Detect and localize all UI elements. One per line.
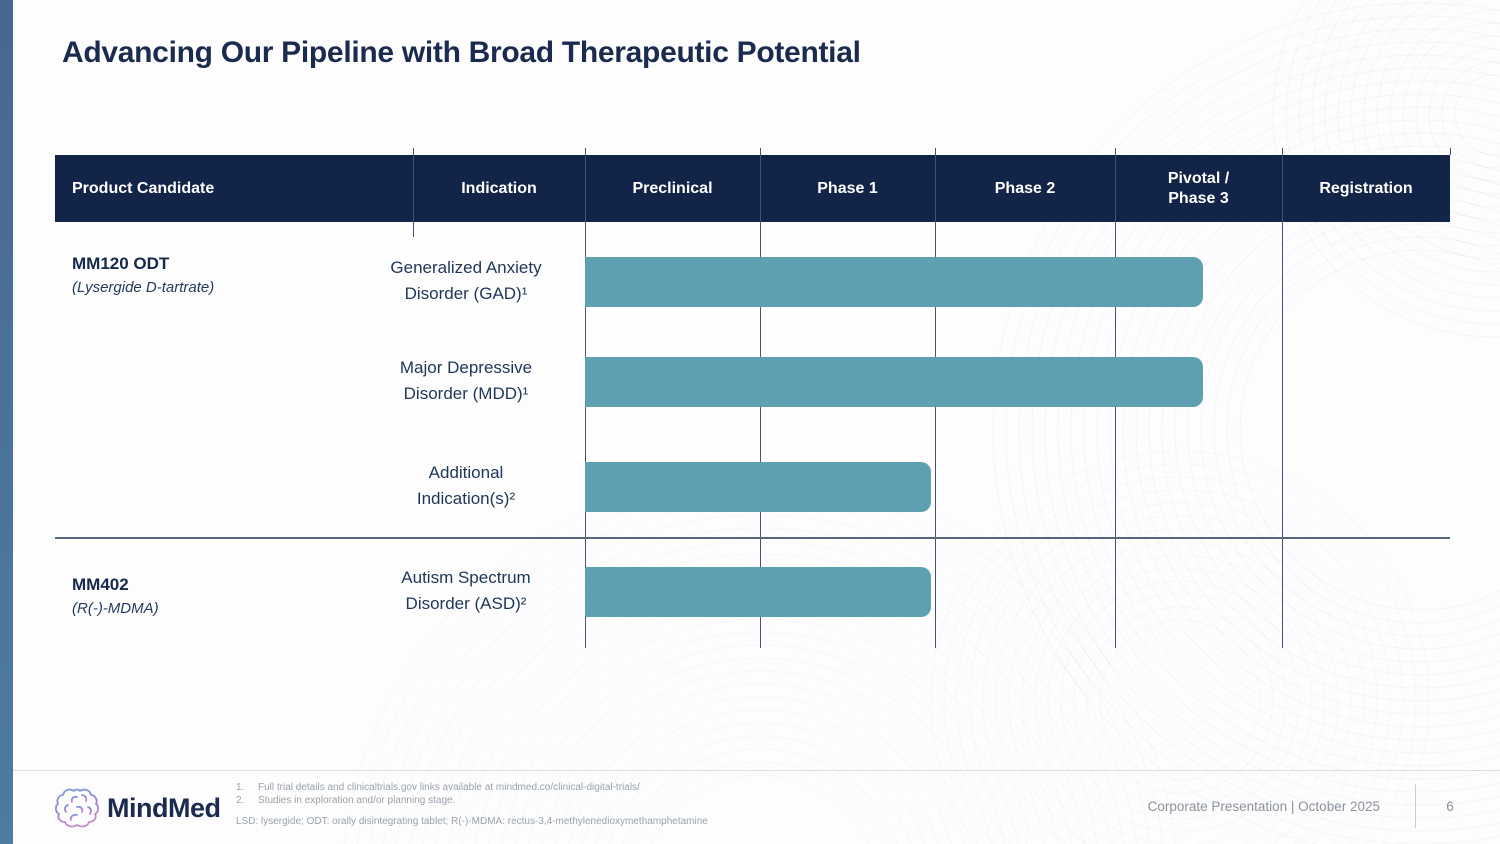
pipeline-table-header: Product Candidate Indication Preclinical… bbox=[55, 155, 1450, 222]
mindmed-logo: MindMed bbox=[54, 783, 254, 833]
presentation-label: Corporate Presentation | October 2025 bbox=[1147, 799, 1380, 814]
column-header-phase-1: Phase 1 bbox=[817, 179, 878, 197]
left-accent-strip bbox=[0, 0, 13, 844]
product-name-mm120: MM120 ODT bbox=[72, 254, 170, 273]
column-header-pivotal-phase-3: Pivotal / Phase 3 bbox=[1167, 169, 1230, 207]
product-detail-mm120: (Lysergide D-tartrate) bbox=[72, 279, 215, 296]
column-header-indication: Indication bbox=[461, 179, 537, 197]
pipeline-bar-additional bbox=[585, 462, 931, 512]
column-header-product-candidate: Product Candidate bbox=[72, 179, 215, 197]
pipeline-bar-asd bbox=[585, 567, 931, 617]
footnotes: 1. Full trial details and clinicaltrials… bbox=[236, 781, 796, 807]
grid-line-registration bbox=[1282, 148, 1283, 648]
indication-additional: Additional Indication(s)² bbox=[416, 463, 516, 508]
footnote-1: 1. Full trial details and clinicaltrials… bbox=[236, 782, 640, 793]
mindmed-wordmark: MindMed bbox=[107, 792, 221, 823]
column-header-phase-2: Phase 2 bbox=[994, 179, 1056, 197]
page-number: 6 bbox=[1446, 799, 1454, 814]
grid-tick-right-edge bbox=[1450, 148, 1451, 155]
column-header-preclinical: Preclinical bbox=[632, 179, 713, 197]
section-divider bbox=[55, 537, 1450, 539]
indication-asd: Autism Spectrum Disorder (ASD)² bbox=[401, 568, 531, 613]
pipeline-bar-gad bbox=[585, 257, 1203, 307]
page-number-divider bbox=[1415, 784, 1416, 828]
product-name-mm402: MM402 bbox=[72, 575, 129, 594]
footnote-2: 2. Studies in exploration and/or plannin… bbox=[236, 795, 456, 806]
brain-icon bbox=[54, 788, 100, 828]
product-detail-mm402: (R(-)-MDMA) bbox=[72, 600, 159, 617]
footer-divider-line bbox=[13, 770, 1500, 771]
indication-mdd: Major Depressive Disorder (MDD)¹ bbox=[399, 358, 533, 403]
column-header-registration: Registration bbox=[1319, 179, 1413, 197]
grid-tick-indication bbox=[413, 148, 414, 237]
slide-title: Advancing Our Pipeline with Broad Therap… bbox=[62, 36, 861, 69]
indication-gad: Generalized Anxiety Disorder (GAD)¹ bbox=[390, 258, 542, 303]
pipeline-bar-mdd bbox=[585, 357, 1203, 407]
abbreviations-note: LSD: lysergide; ODT: orally disintegrati… bbox=[236, 816, 708, 827]
